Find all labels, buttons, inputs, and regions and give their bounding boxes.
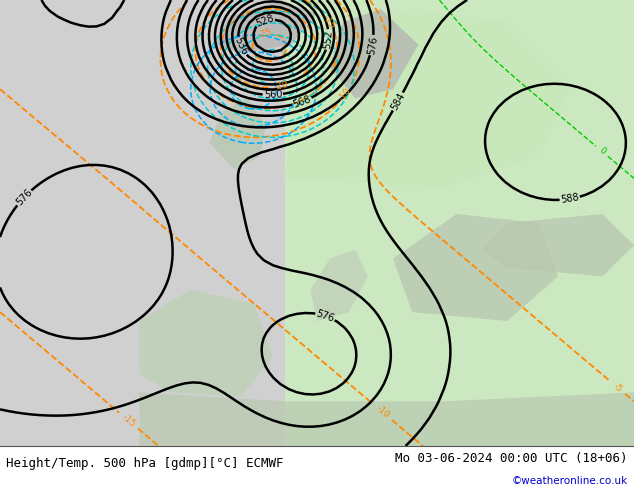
Text: -10: -10 [374, 404, 391, 420]
Polygon shape [330, 9, 418, 98]
Polygon shape [393, 214, 558, 321]
Polygon shape [0, 0, 285, 446]
Text: 568: 568 [292, 94, 313, 109]
Text: -15: -15 [120, 412, 137, 429]
Text: 0: 0 [597, 146, 607, 157]
Text: 588: 588 [560, 193, 579, 205]
Polygon shape [285, 9, 571, 187]
Text: 560: 560 [264, 90, 282, 100]
Polygon shape [209, 98, 266, 170]
Polygon shape [139, 392, 634, 446]
Text: -15: -15 [321, 13, 337, 30]
Polygon shape [285, 0, 634, 446]
Text: 584: 584 [389, 91, 407, 112]
Text: 576: 576 [366, 35, 379, 55]
Polygon shape [216, 0, 317, 53]
Polygon shape [139, 290, 273, 397]
Text: -25: -25 [257, 27, 273, 40]
Text: Height/Temp. 500 hPa [gdmp][°C] ECMWF: Height/Temp. 500 hPa [gdmp][°C] ECMWF [6, 457, 284, 469]
Text: -5: -5 [612, 381, 624, 394]
Text: -20: -20 [273, 80, 289, 92]
Text: -10: -10 [337, 86, 353, 103]
Text: 552: 552 [322, 30, 334, 49]
Text: ©weatheronline.co.uk: ©weatheronline.co.uk [512, 476, 628, 486]
Text: 576: 576 [14, 187, 34, 208]
Polygon shape [311, 250, 368, 321]
Text: 576: 576 [315, 308, 335, 324]
Polygon shape [482, 214, 634, 276]
Text: 536: 536 [232, 36, 249, 57]
Text: 528: 528 [254, 13, 275, 28]
Text: Mo 03-06-2024 00:00 UTC (18+06): Mo 03-06-2024 00:00 UTC (18+06) [395, 452, 628, 465]
